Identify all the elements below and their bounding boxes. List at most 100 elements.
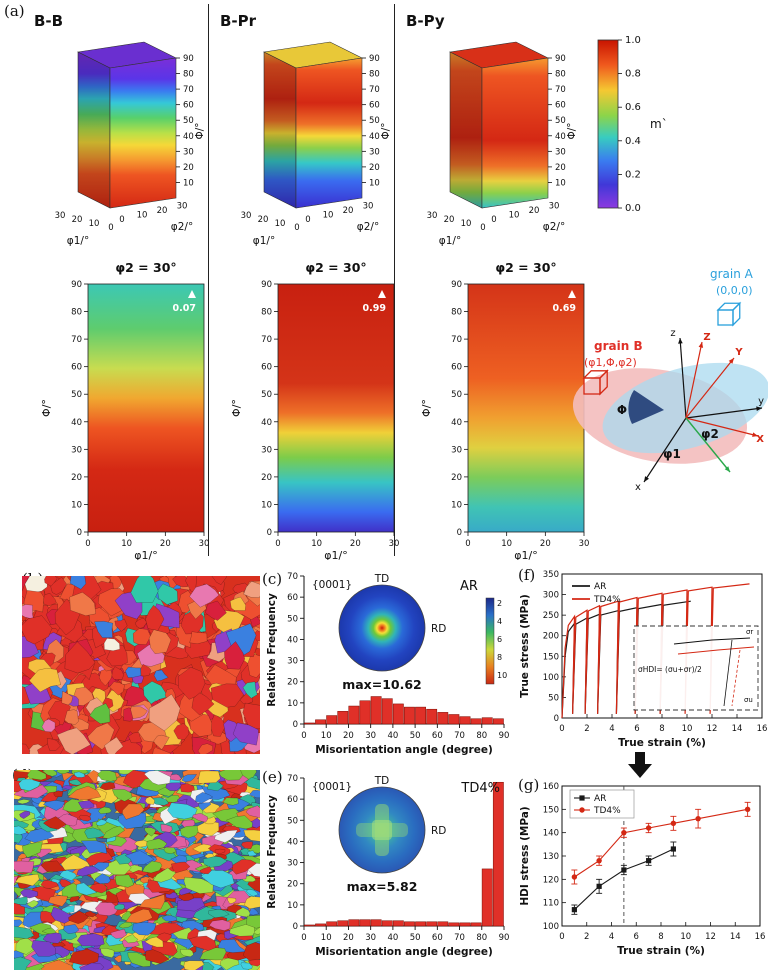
svg-text:AR: AR [594, 794, 606, 804]
svg-text:40: 40 [261, 418, 272, 428]
svg-text:150: 150 [543, 652, 559, 662]
svg-text:30: 30 [71, 445, 82, 455]
column-divider-2 [394, 4, 395, 556]
svg-text:80: 80 [71, 308, 82, 318]
svg-text:60: 60 [432, 933, 443, 943]
svg-text:TD4%: TD4% [593, 595, 621, 605]
svg-text:10: 10 [275, 219, 286, 229]
svg-text:120: 120 [543, 875, 559, 885]
svg-text:TD: TD [374, 775, 390, 787]
svg-text:50: 50 [287, 614, 298, 624]
svg-text:φ1/°: φ1/° [439, 235, 461, 247]
svg-text:TD4%: TD4% [593, 806, 621, 816]
svg-text:150: 150 [543, 805, 559, 815]
svg-text:16: 16 [755, 932, 766, 942]
panel-label-e: (e) [262, 768, 283, 786]
svg-text:AR: AR [460, 579, 478, 594]
svg-text:10: 10 [261, 500, 272, 510]
ebsd-svg [0, 762, 274, 977]
svg-text:30: 30 [451, 445, 462, 455]
svg-text:0: 0 [457, 528, 462, 538]
panel-label-a: (a) [4, 2, 25, 20]
svg-text:φ2 = 30°: φ2 = 30° [305, 260, 366, 275]
svg-text:80: 80 [261, 308, 272, 318]
svg-text:10: 10 [321, 731, 332, 741]
svg-text:6: 6 [634, 932, 639, 942]
svg-text:0: 0 [275, 539, 280, 549]
svg-text:60: 60 [71, 363, 82, 373]
svg-text:6: 6 [634, 724, 639, 734]
map2d-svg: φ2 = 30° 90 80 70 60 50 40 30 20 10 0 Φ/° 0 10 20 30 φ1/… [40, 260, 210, 562]
misorientation-hist-td4: 0 10 20 30 40 50 60 70 Relative Frequency 0 10 20 30… [264, 770, 512, 976]
svg-text:grain A: grain A [710, 267, 754, 281]
svg-text:50: 50 [369, 116, 380, 126]
svg-text:0: 0 [301, 933, 306, 943]
svg-text:70: 70 [287, 572, 298, 582]
svg-text:10: 10 [682, 724, 693, 734]
svg-text:60: 60 [369, 101, 380, 111]
svg-text:True strain (%): True strain (%) [617, 945, 705, 957]
svg-text:60: 60 [451, 363, 462, 373]
svg-text:0: 0 [77, 528, 82, 538]
svg-text:80: 80 [476, 731, 487, 741]
svg-text:30: 30 [365, 731, 376, 741]
svg-text:10: 10 [323, 211, 334, 221]
svg-text:40: 40 [555, 132, 566, 142]
svg-text:10: 10 [555, 178, 566, 188]
svg-text:60: 60 [432, 731, 443, 741]
svg-text:90: 90 [71, 280, 82, 290]
svg-text:50: 50 [287, 816, 298, 826]
svg-text:0: 0 [108, 223, 113, 233]
svg-text:20: 20 [183, 163, 194, 173]
svg-text:0.4: 0.4 [625, 136, 641, 147]
svg-text:20: 20 [157, 206, 168, 216]
svg-text:130: 130 [543, 852, 559, 862]
svg-text:70: 70 [451, 335, 462, 345]
svg-text:20: 20 [343, 933, 354, 943]
svg-text:90: 90 [499, 731, 510, 741]
svg-text:0: 0 [480, 223, 485, 233]
svg-text:140: 140 [543, 829, 559, 839]
svg-text:φ1: φ1 [663, 447, 681, 461]
panel-label-c: (c) [262, 570, 283, 588]
ebsd-svg [8, 561, 279, 769]
svg-text:20: 20 [529, 206, 540, 216]
svg-text:10: 10 [287, 699, 298, 709]
svg-text:Φ/°: Φ/° [40, 399, 53, 417]
svg-text:φ1/°: φ1/° [67, 235, 89, 247]
svg-text:Relative Frequency: Relative Frequency [266, 593, 278, 707]
svg-text:100: 100 [543, 673, 559, 683]
svg-text:Φ/°: Φ/° [380, 122, 392, 139]
svg-text:X: X [756, 434, 764, 445]
svg-text:0: 0 [465, 539, 470, 549]
svg-text:60: 60 [261, 363, 272, 373]
svg-text:30: 30 [199, 539, 210, 549]
svg-text:20: 20 [444, 215, 455, 225]
svg-text:20: 20 [555, 163, 566, 173]
svg-text:True strain (%): True strain (%) [618, 737, 706, 749]
svg-text:8: 8 [658, 932, 663, 942]
svg-text:90: 90 [369, 54, 380, 64]
svg-text:20: 20 [540, 539, 551, 549]
svg-text:6: 6 [497, 635, 502, 644]
svg-text:12: 12 [707, 724, 718, 734]
svg-text:φ2/°: φ2/° [357, 221, 379, 233]
svg-text:20: 20 [451, 473, 462, 483]
svg-text:20: 20 [287, 880, 298, 890]
svg-text:50: 50 [410, 731, 421, 741]
svg-text:y: y [758, 396, 764, 407]
svg-text:0: 0 [305, 215, 310, 225]
svg-text:AR: AR [594, 582, 606, 592]
svg-text:B-B: B-B [34, 12, 63, 30]
stress-strain-svg: 0 50 100 150 200 250 300 350 0 2 4 6 8 10 12 14 16 True s… [519, 570, 767, 749]
svg-text:10: 10 [497, 671, 507, 680]
svg-text:Φ/°: Φ/° [566, 122, 578, 139]
plot3d-bpy: B-Py 90 80 70 60 50 40 30 20 10 Φ/° 30 20 10 0 φ1/° 0 10 2… [398, 6, 583, 260]
svg-text:0: 0 [559, 932, 564, 942]
svg-text:Z: Z [703, 332, 710, 343]
svg-text:φ2 = 30°: φ2 = 30° [495, 260, 556, 275]
svg-text:30: 30 [261, 445, 272, 455]
svg-text:40: 40 [387, 933, 398, 943]
svg-text:20: 20 [261, 473, 272, 483]
